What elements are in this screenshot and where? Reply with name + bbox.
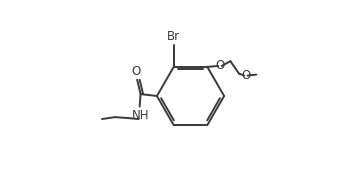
Text: O: O xyxy=(131,65,141,78)
Text: O: O xyxy=(215,60,224,72)
Text: O: O xyxy=(241,69,250,82)
Text: Br: Br xyxy=(167,30,180,43)
Text: NH: NH xyxy=(132,109,149,122)
